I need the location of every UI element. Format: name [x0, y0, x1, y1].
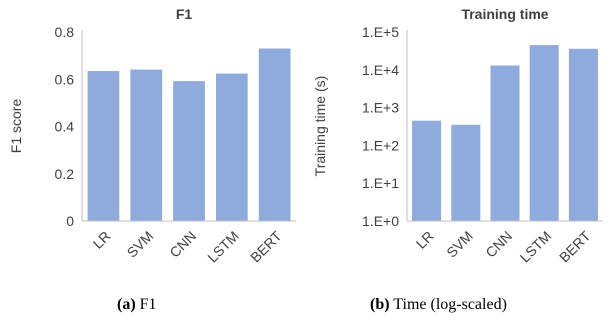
y-tick-label-b: 1.E+0 — [362, 213, 399, 229]
caption-a-label: (a) — [117, 296, 136, 313]
x-tick-label-a: LR — [90, 228, 114, 252]
caption-a: (a) F1 — [117, 296, 157, 314]
caption-b: (b) Time (log-scaled) — [370, 296, 507, 314]
y-axis-label-b: Training time (s) — [312, 76, 328, 177]
y-tick-label-b: 1.E+4 — [362, 62, 399, 78]
y-tick-label-b: 1.E+5 — [362, 24, 399, 40]
chart-title-a: F1 — [176, 6, 193, 22]
bar-b — [568, 48, 598, 221]
caption-b-label: (b) — [370, 296, 390, 313]
y-tick-label-b: 1.E+3 — [362, 100, 399, 116]
caption-b-text: Time (log-scaled) — [393, 296, 507, 313]
y-tick-label-a: 0 — [66, 213, 74, 229]
x-tick-label-b: CNN — [482, 228, 515, 261]
bar-b — [490, 65, 520, 221]
x-tick-label-b: BERT — [556, 227, 594, 265]
x-tick-label-a: SVM — [124, 228, 157, 261]
x-tick-label-a: BERT — [247, 227, 285, 265]
bar-b — [451, 124, 481, 221]
bar-a — [87, 71, 120, 221]
y-tick-label-a: 0.6 — [55, 71, 75, 87]
caption-a-text: F1 — [139, 296, 157, 313]
bar-b — [529, 45, 559, 221]
bar-a — [258, 48, 291, 221]
bar-a — [216, 73, 248, 221]
x-tick-label-a: LSTM — [204, 228, 242, 266]
bar-a — [130, 69, 163, 221]
bar-a — [173, 81, 205, 221]
y-tick-label-a: 0.8 — [55, 24, 75, 40]
y-tick-label-a: 0.4 — [55, 119, 75, 135]
y-axis-label-a: F1 score — [8, 99, 24, 154]
y-tick-label-b: 1.E+1 — [362, 175, 399, 191]
x-tick-label-b: LSTM — [517, 228, 555, 266]
y-tick-label-b: 1.E+2 — [362, 137, 399, 153]
y-tick-label-a: 0.2 — [55, 166, 75, 182]
bar-b — [412, 120, 442, 221]
x-tick-label-a: CNN — [166, 228, 199, 261]
chart-title-b: Training time — [461, 6, 548, 22]
x-tick-label-b: LR — [413, 228, 437, 252]
x-tick-label-b: SVM — [443, 228, 476, 261]
